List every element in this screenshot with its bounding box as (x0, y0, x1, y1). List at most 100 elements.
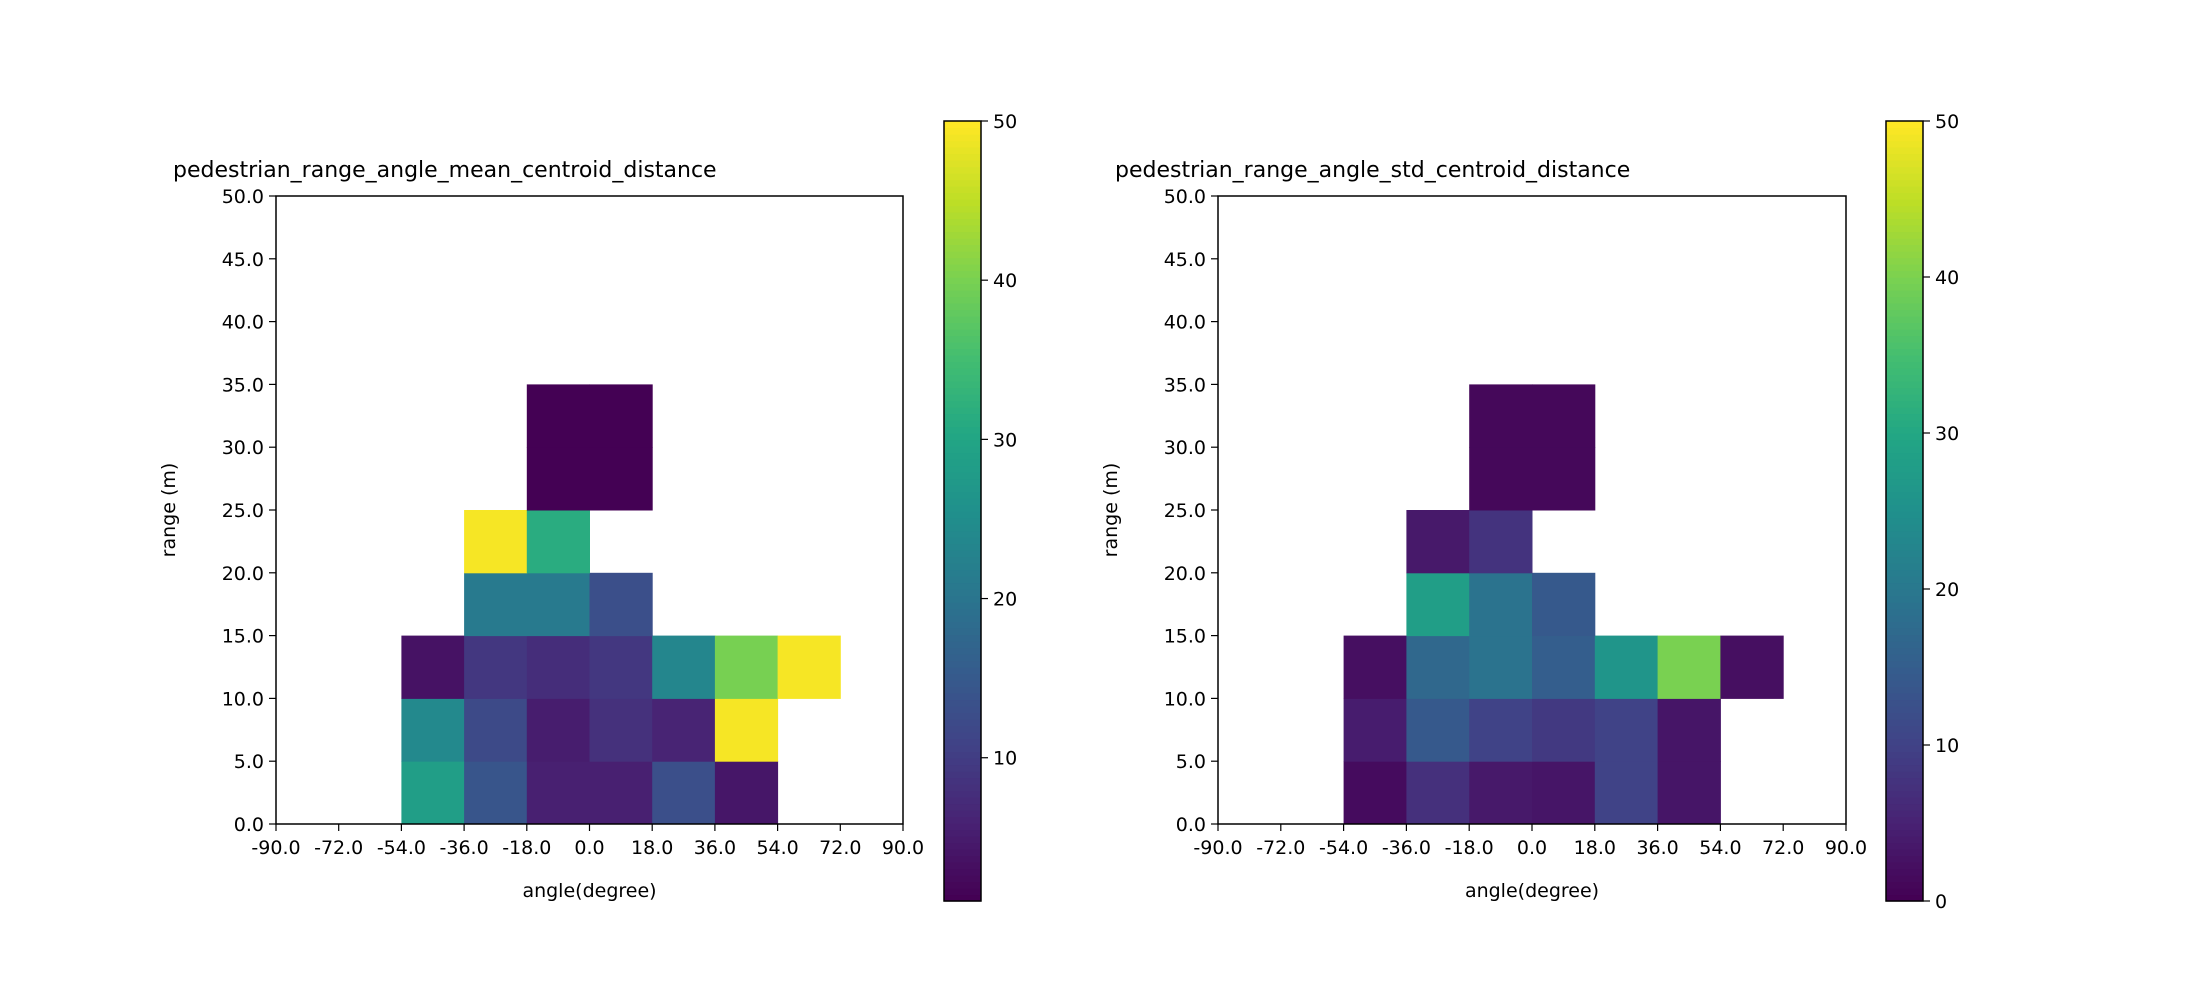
colorbar-segment (1886, 836, 1923, 844)
heatmap-cell (1657, 761, 1721, 825)
colorbar-segment (944, 686, 981, 694)
colorbar-segment (1886, 524, 1923, 532)
colorbar-segment (944, 329, 981, 337)
colorbar-segment (1886, 355, 1923, 363)
colorbar-segment (1886, 426, 1923, 434)
colorbar-segment (1886, 764, 1923, 772)
colorbar-segment (944, 511, 981, 519)
colorbar-segment (1886, 439, 1923, 447)
colorbar-segment (944, 257, 981, 265)
colorbar-segment (1886, 602, 1923, 610)
y-axis-ticks-std: 0.0 5.0 10.0 15.0 20.0 25.0 30.0 35.0 40.0 45.0 50… (1164, 186, 1218, 836)
colorbar-segment (944, 153, 981, 161)
colorbar-segment (1886, 790, 1923, 798)
colorbar-segment (1886, 706, 1923, 714)
colorbar-segment (1886, 738, 1923, 746)
colorbar-segment (944, 160, 981, 168)
colorbar-segment (944, 303, 981, 311)
heatmap-cell (652, 635, 716, 699)
heatmap-cell (1532, 572, 1596, 637)
colorbar-segment (944, 589, 981, 597)
colorbar-segment (944, 881, 981, 889)
colorbar-segment (944, 186, 981, 194)
x-tick-label: -72.0 (1256, 837, 1305, 859)
colorbar-segment (944, 381, 981, 389)
colorbar-segment (944, 634, 981, 642)
colorbar-segment (1886, 634, 1923, 642)
heatmap-cell (526, 572, 590, 637)
colorbar-segment (944, 452, 981, 460)
colorbar-segment (944, 322, 981, 330)
colorbar-segment (944, 842, 981, 850)
colorbar-segment (1886, 582, 1923, 590)
colorbar-segment (944, 862, 981, 870)
colorbar-segment (1886, 459, 1923, 467)
x-tick-label: -36.0 (1382, 837, 1431, 859)
colorbar-segment (944, 504, 981, 512)
heatmap-cell (1594, 761, 1659, 825)
y-tick-label: 10.0 (1164, 688, 1206, 710)
x-axis-ticks-mean: -90.0 -72.0 -54.0 -36.0 -18.0 0.0 18.0 36.0 54.0… (251, 824, 924, 859)
colorbar-segment (1886, 452, 1923, 460)
x-tick-label: 36.0 (1636, 837, 1678, 859)
y-tick-label: 15.0 (222, 626, 264, 648)
colorbar-segment (944, 615, 981, 623)
x-axis-label-std: angle(degree) (1465, 880, 1599, 902)
colorbar-segment (944, 251, 981, 259)
colorbar-mean: 10 20 30 40 50 (943, 111, 1017, 902)
colorbar-segment (1886, 478, 1923, 486)
y-tick-label: 0.0 (234, 814, 264, 836)
colorbar-segment (1886, 563, 1923, 571)
x-tick-label: -18.0 (1445, 837, 1494, 859)
colorbar-segment (944, 283, 981, 291)
colorbar-segment (944, 855, 981, 863)
colorbar-segment (1886, 771, 1923, 779)
colorbar-segment (944, 732, 981, 740)
heatmap-cell (526, 761, 590, 825)
y-tick-label: 5.0 (1176, 751, 1206, 773)
colorbar-segment (944, 231, 981, 239)
colorbar-segment (1886, 244, 1923, 252)
colorbar-segment (944, 218, 981, 226)
heatmap-cell (1406, 510, 1470, 574)
colorbar-segment (1886, 680, 1923, 688)
colorbar-segment (944, 829, 981, 837)
colorbar-segment (1886, 192, 1923, 200)
colorbar-segment (1886, 875, 1923, 883)
colorbar-std: 0 10 20 30 40 50 (1885, 111, 1959, 913)
colorbar-segment (1886, 348, 1923, 356)
colorbar-segment (1886, 537, 1923, 545)
heatmap-cells-std (1343, 384, 1784, 825)
colorbar-segment (1886, 719, 1923, 727)
colorbar-segment (944, 244, 981, 252)
y-axis-label-std: range (m) (1100, 463, 1122, 558)
colorbar-segment (944, 660, 981, 668)
colorbar-segment (944, 530, 981, 538)
colorbar-segment (1886, 225, 1923, 233)
x-tick-label: 72.0 (819, 837, 861, 859)
heatmap-cell (1594, 698, 1659, 762)
heatmap-cell (589, 635, 653, 699)
colorbar-tick-label: 50 (1935, 111, 1959, 133)
colorbar-segment (944, 673, 981, 681)
heatmap-cell (589, 698, 653, 762)
colorbar-segment (944, 543, 981, 551)
colorbar-segment (944, 576, 981, 584)
colorbar-segment (1886, 797, 1923, 805)
colorbar-segment (1886, 290, 1923, 298)
heatmap-cell (714, 698, 779, 762)
y-tick-label: 35.0 (222, 374, 264, 396)
colorbar-tick-label: 30 (1935, 423, 1959, 445)
x-tick-label: 90.0 (882, 837, 924, 859)
colorbar-segment (944, 550, 981, 558)
colorbar-segment (1886, 420, 1923, 428)
colorbar-segment (1886, 270, 1923, 278)
colorbar-segment (1886, 803, 1923, 811)
colorbar-segment (944, 296, 981, 304)
colorbar-segment (1886, 660, 1923, 668)
colorbar-segment (1886, 283, 1923, 291)
colorbar-segment (944, 290, 981, 298)
colorbar-segment (944, 654, 981, 662)
colorbar-segment (944, 433, 981, 441)
colorbar-segment (944, 524, 981, 532)
